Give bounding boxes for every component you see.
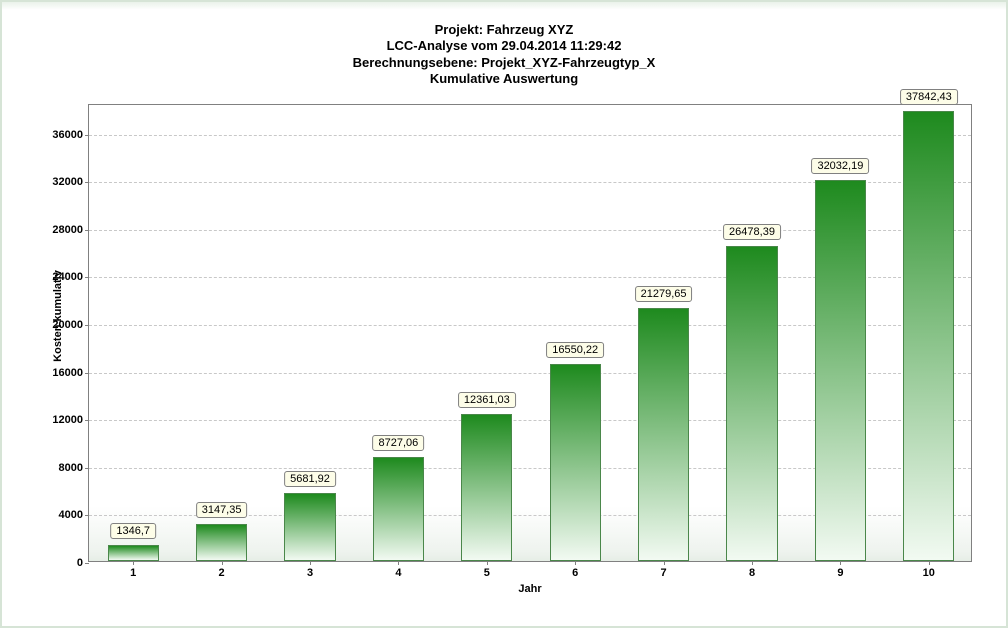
value-tag: 5681,92 <box>284 471 336 487</box>
ytick-mark <box>85 420 89 421</box>
chart-title-line-1: Projekt: Fahrzeug XYZ <box>16 22 992 38</box>
value-tag: 32032,19 <box>811 158 869 174</box>
ytick-label: 32000 <box>52 176 83 188</box>
ytick-label: 28000 <box>52 224 83 236</box>
value-tag: 3147,35 <box>196 502 248 518</box>
chart-title-line-3: Berechnungsebene: Projekt_XYZ-Fahrzeugty… <box>16 55 992 71</box>
chart-title-line-4: Kumulative Auswertung <box>16 71 992 87</box>
value-tag: 21279,65 <box>635 286 693 302</box>
bar <box>550 364 601 561</box>
xtick-label: 2 <box>219 567 225 579</box>
bar <box>638 308 689 561</box>
xtick-label: 8 <box>749 567 755 579</box>
value-tag: 26478,39 <box>723 224 781 240</box>
xtick-mark <box>929 561 930 565</box>
xtick-mark <box>840 561 841 565</box>
value-tag: 37842,43 <box>900 89 958 105</box>
value-tag: 16550,22 <box>546 342 604 358</box>
ytick-label: 4000 <box>59 509 83 521</box>
ytick-mark <box>85 230 89 231</box>
gridline <box>89 135 971 136</box>
ytick-mark <box>85 182 89 183</box>
value-tag: 12361,03 <box>458 392 516 408</box>
xtick-mark <box>133 561 134 565</box>
bar <box>108 545 159 561</box>
xtick-label: 7 <box>661 567 667 579</box>
xtick-mark <box>752 561 753 565</box>
bar <box>373 457 424 561</box>
xtick-label: 9 <box>837 567 843 579</box>
bar <box>726 246 777 561</box>
ytick-mark <box>85 325 89 326</box>
value-tag: 1346,7 <box>110 523 156 539</box>
xtick-label: 4 <box>395 567 401 579</box>
x-axis-label: Jahr <box>518 583 541 595</box>
ytick-mark <box>85 563 89 564</box>
ytick-mark <box>85 515 89 516</box>
xtick-mark <box>222 561 223 565</box>
chart-title-block: Projekt: Fahrzeug XYZ LCC-Analyse vom 29… <box>16 22 992 87</box>
plot-area: Jahr 04000800012000160002000024000280003… <box>88 104 972 562</box>
ytick-label: 0 <box>77 557 83 569</box>
ytick-label: 8000 <box>59 462 83 474</box>
xtick-label: 5 <box>484 567 490 579</box>
ytick-mark <box>85 373 89 374</box>
xtick-label: 1 <box>130 567 136 579</box>
value-tag: 8727,06 <box>373 435 425 451</box>
xtick-mark <box>487 561 488 565</box>
xtick-mark <box>398 561 399 565</box>
ytick-mark <box>85 468 89 469</box>
bar <box>284 493 335 561</box>
ytick-label: 20000 <box>52 319 83 331</box>
bar <box>196 524 247 561</box>
xtick-mark <box>575 561 576 565</box>
ytick-label: 12000 <box>52 414 83 426</box>
y-axis-label: Kosten kumulativ <box>52 270 64 362</box>
ytick-label: 24000 <box>52 271 83 283</box>
xtick-label: 3 <box>307 567 313 579</box>
xtick-mark <box>664 561 665 565</box>
xtick-label: 10 <box>923 567 935 579</box>
ytick-mark <box>85 135 89 136</box>
ytick-mark <box>85 277 89 278</box>
ytick-label: 36000 <box>52 129 83 141</box>
ytick-label: 16000 <box>52 367 83 379</box>
bar <box>903 111 954 561</box>
xtick-label: 6 <box>572 567 578 579</box>
chart-title-line-2: LCC-Analyse vom 29.04.2014 11:29:42 <box>16 38 992 54</box>
bar <box>461 414 512 561</box>
bar <box>815 180 866 561</box>
chart-wrap: Kosten kumulativ Projekt: Fahrzeug XYZ L… <box>16 16 992 616</box>
xtick-mark <box>310 561 311 565</box>
chart-frame: Kosten kumulativ Projekt: Fahrzeug XYZ L… <box>0 0 1008 628</box>
